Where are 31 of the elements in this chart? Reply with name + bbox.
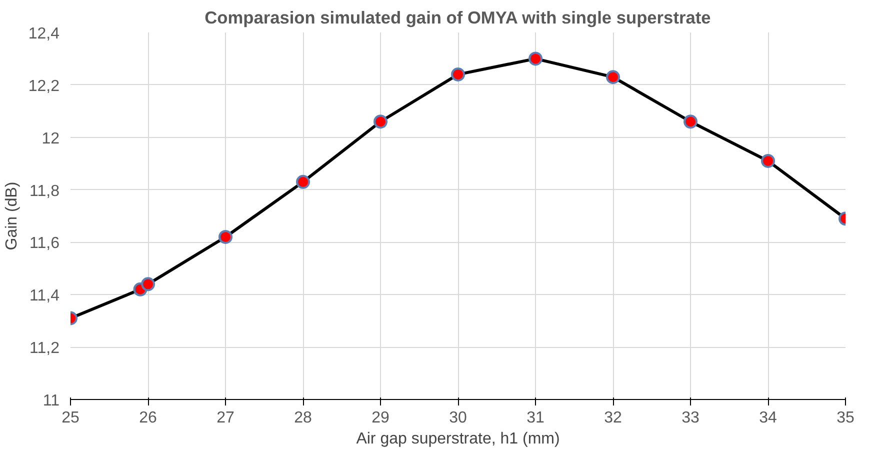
point: [684, 114, 698, 129]
y-tick-label: 12,2: [28, 78, 60, 95]
y-axis-title: Gain (dB): [3, 182, 20, 250]
x-axis-title: Air gap superstrate, h1 (mm): [356, 430, 560, 448]
x-tick-label: 30: [449, 410, 467, 426]
chart-title: Comparasion simulated gain of OMYA with single superstrate: [204, 8, 712, 28]
x-tick-label: 28: [294, 410, 312, 426]
x-tick-label: 33: [682, 410, 700, 426]
x-tick-label: 31: [526, 410, 544, 426]
x-tick-label: 26: [139, 410, 157, 426]
point: [374, 114, 388, 129]
point: [451, 67, 465, 82]
x-tick-label: 29: [372, 410, 390, 426]
point: [218, 230, 232, 244]
x-tick-label: 27: [216, 410, 234, 426]
point: [141, 277, 155, 292]
point: [761, 154, 775, 168]
y-tick-label: 12,4: [28, 26, 60, 42]
y-tick-label: 12: [42, 130, 60, 148]
y-tick-label: 11: [42, 392, 60, 410]
point: [296, 174, 310, 189]
y-tick-label: 11,4: [30, 288, 60, 305]
x-tick-label: 32: [604, 410, 622, 426]
x-tick-label: 34: [759, 410, 777, 426]
point: [606, 70, 620, 84]
x-tick-label: 25: [62, 410, 80, 426]
y-tick-label: 11,2: [30, 340, 60, 358]
x-tick-label: 35: [836, 410, 854, 426]
y-tick-label: 11,6: [30, 235, 60, 252]
y-tick-label: 11,8: [30, 182, 60, 200]
point: [528, 52, 542, 66]
